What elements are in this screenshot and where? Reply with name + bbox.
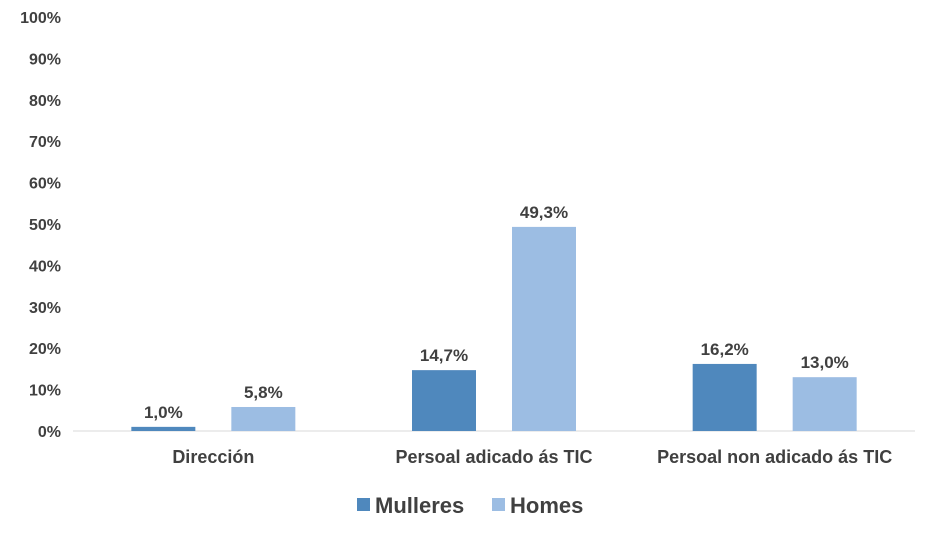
legend-swatch-homes <box>492 498 505 511</box>
legend: Mulleres Homes <box>357 493 583 518</box>
y-tick-label: 0% <box>38 424 61 441</box>
data-label: 13,0% <box>801 353 849 372</box>
data-label: 49,3% <box>520 203 568 222</box>
legend-label-mulleres: Mulleres <box>375 493 464 518</box>
y-tick-label: 80% <box>29 93 61 110</box>
y-tick-label: 40% <box>29 258 61 275</box>
data-label: 16,2% <box>701 340 749 359</box>
data-label: 5,8% <box>244 383 283 402</box>
y-tick-label: 50% <box>29 217 61 234</box>
y-tick-label: 90% <box>29 51 61 68</box>
y-tick-label: 100% <box>20 10 61 27</box>
legend-swatch-mulleres <box>357 498 370 511</box>
bar-homes <box>231 406 296 431</box>
category-labels: Dirección Persoal adicado ás TIC Persoal n… <box>172 447 892 467</box>
bar-homes <box>512 226 576 431</box>
bar-mulleres <box>412 370 476 431</box>
bar-homes <box>792 377 857 431</box>
y-tick-label: 10% <box>29 383 61 400</box>
legend-label-homes: Homes <box>510 493 583 518</box>
y-tick-label: 30% <box>29 300 61 317</box>
data-label: 1,0% <box>144 403 183 422</box>
category-label: Persoal non adicado ás TIC <box>657 447 892 467</box>
y-tick-label: 60% <box>29 176 61 193</box>
y-tick-label: 70% <box>29 134 61 151</box>
category-label: Dirección <box>172 447 254 467</box>
y-axis-ticks: 0% 10% 20% 30% 40% 50% 60% 70% 80% 90% 100% <box>20 10 61 441</box>
category-label: Persoal adicado ás TIC <box>395 447 592 467</box>
bars <box>131 226 857 431</box>
data-label: 14,7% <box>420 346 468 365</box>
bar-mulleres <box>692 363 757 431</box>
y-tick-label: 20% <box>29 341 61 358</box>
bar-mulleres <box>131 426 196 431</box>
data-labels: 1,0% 5,8% 14,7% 49,3% 16,2% 13,0% <box>144 203 849 422</box>
